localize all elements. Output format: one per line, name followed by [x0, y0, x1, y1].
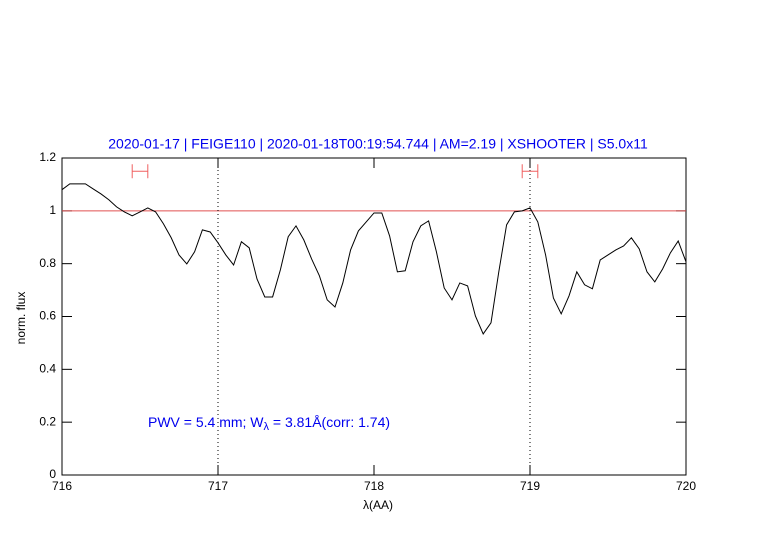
x-tick-label: 720: [676, 479, 696, 493]
chart-title: 2020-01-17 | FEIGE110 | 2020-01-18T00:19…: [108, 136, 648, 152]
range-marker: [521, 164, 539, 179]
x-tick-label: 717: [208, 479, 228, 493]
y-tick-label: 1: [49, 203, 56, 217]
y-tick-label: 0.8: [39, 256, 56, 270]
y-axis-label: norm. flux: [14, 292, 28, 345]
y-tick-label: 0.4: [39, 362, 56, 376]
y-tick-label: 0.6: [39, 309, 56, 323]
y-tick-label: 0: [49, 467, 56, 481]
spectrum-line: [61, 183, 687, 335]
x-tick-label: 718: [364, 479, 384, 493]
x-tick-label: 719: [520, 479, 540, 493]
annotation-part: PWV = 5.4 mm; W: [148, 414, 264, 430]
annotation-part: λ: [264, 421, 270, 433]
annotation-part: = 3.81Å(corr: 1.74): [269, 414, 390, 430]
y-tick-label: 0.2: [39, 414, 56, 428]
x-axis-label: λ(AA): [363, 498, 393, 512]
y-tick-label: 1.2: [39, 150, 56, 164]
x-tick-label: 716: [52, 479, 72, 493]
annotation: PWV = 5.4 mm; Wλ = 3.81Å(corr: 1.74): [148, 414, 390, 433]
range-marker: [131, 164, 149, 179]
